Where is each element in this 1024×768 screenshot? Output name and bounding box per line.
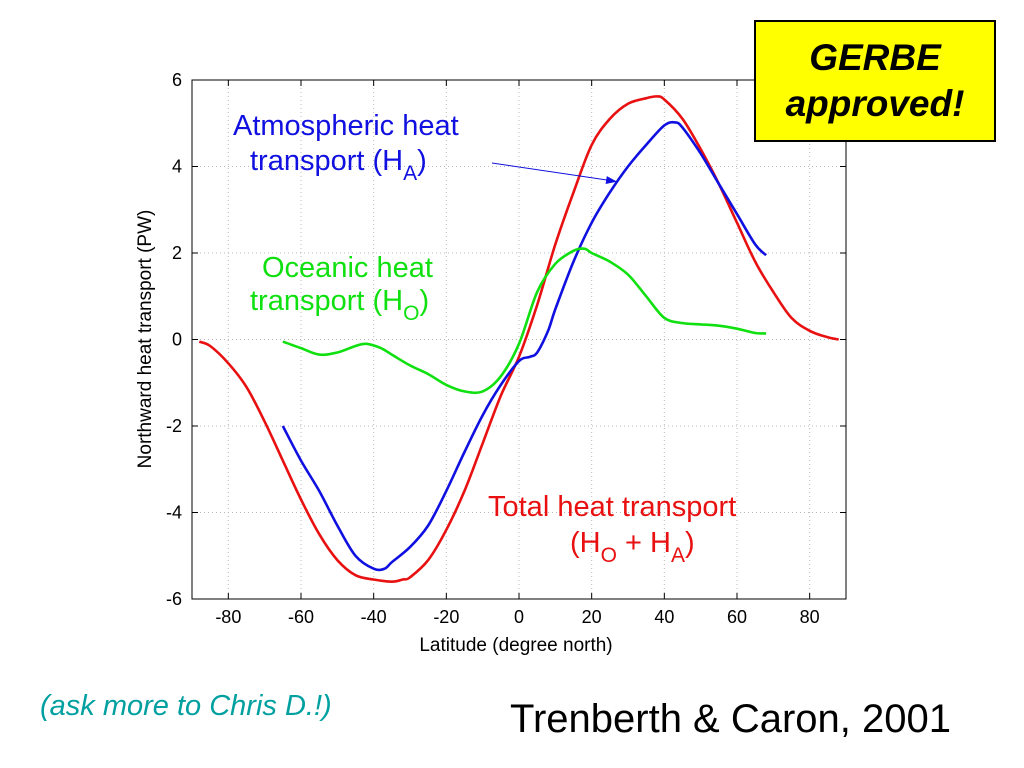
y-tick-label: 2 <box>172 243 182 263</box>
atmospheric-annotation: Atmospheric heat transport (HA) <box>233 110 459 185</box>
stamp-line1: GERBE <box>809 37 941 78</box>
atmospheric-label-line1: Atmospheric heat <box>233 110 459 142</box>
x-axis-label: Latitude (degree north) <box>419 635 612 656</box>
x-tick-label: -40 <box>361 607 387 627</box>
y-tick-label: 6 <box>172 70 182 90</box>
x-tick-label: 20 <box>582 607 602 627</box>
x-tick-label: -60 <box>288 607 314 627</box>
y-tick-label: -6 <box>166 589 182 609</box>
y-tick-label: -2 <box>166 416 182 436</box>
atmospheric-heat-transport-line <box>281 120 768 572</box>
y-tick-label: 4 <box>172 157 182 177</box>
total-annotation: Total heat transport (HO + HA) <box>488 491 736 567</box>
y-tick-label: -4 <box>166 503 182 523</box>
oceanic-label-line2: transport (HO) <box>250 285 429 325</box>
x-tick-label: 40 <box>654 607 674 627</box>
oceanic-label-line1: Oceanic heat <box>262 252 433 284</box>
x-tick-label: 60 <box>727 607 747 627</box>
total-heat-transport-line <box>198 95 839 583</box>
y-axis-label: Northward heat transport (PW) <box>135 210 156 469</box>
citation: Trenberth & Caron, 2001 <box>510 697 951 741</box>
ask-chris-note: (ask more to Chris D.!) <box>40 690 332 722</box>
atmospheric-arrowhead <box>605 176 618 184</box>
y-tick-label: 0 <box>172 330 182 350</box>
x-tick-label: 80 <box>800 607 820 627</box>
stamp-line2: approved! <box>785 83 965 124</box>
oceanic-annotation: Oceanic heat transport (HO) <box>250 252 433 325</box>
series-layer <box>198 95 839 583</box>
x-tick-label: -80 <box>215 607 241 627</box>
atmospheric-arrow <box>491 162 612 182</box>
total-label-line2: (HO + HA) <box>570 527 695 567</box>
oceanic-heat-transport-line <box>282 247 767 395</box>
x-tick-label: -20 <box>433 607 459 627</box>
x-tick-label: 0 <box>514 607 524 627</box>
atmospheric-label-line2: transport (HA) <box>250 145 427 185</box>
total-label-line1: Total heat transport <box>488 491 736 523</box>
gerbe-approved-stamp: GERBE approved! <box>754 20 996 142</box>
